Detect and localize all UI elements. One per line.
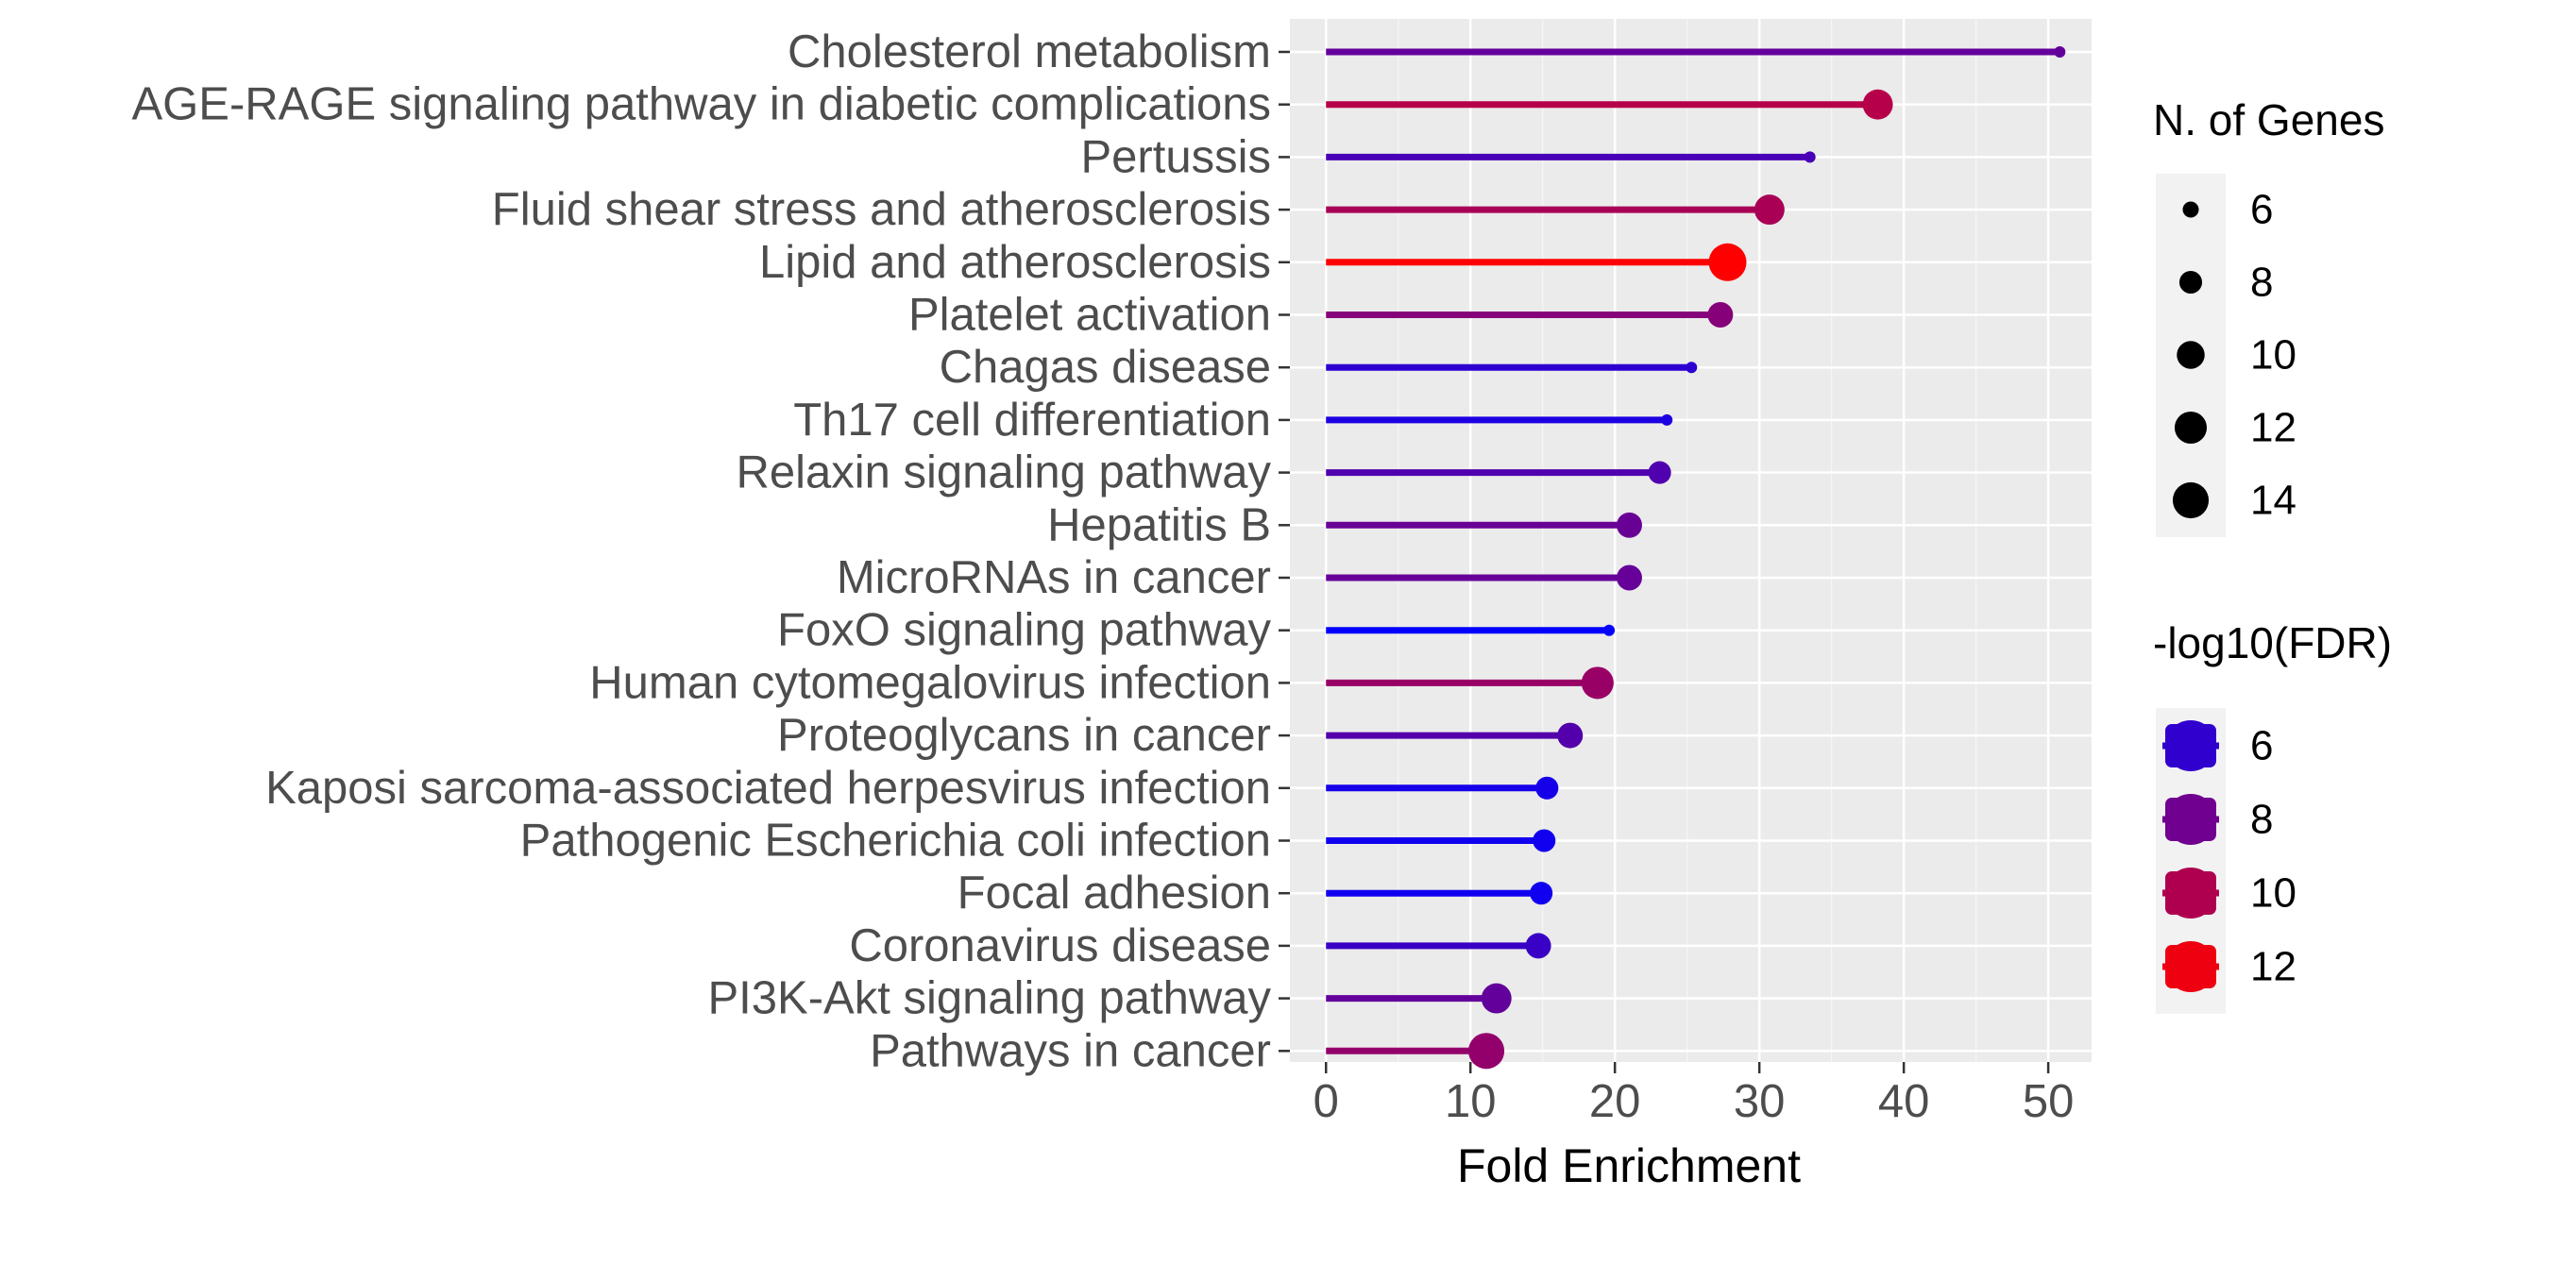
legend-size-label: 12 [2250,405,2296,451]
lollipop-dot [1581,666,1614,699]
x-axis-title: Fold Enrichment [1457,1139,1801,1192]
x-tick-label: 40 [1878,1076,1930,1127]
legend-size-label: 10 [2250,332,2296,379]
legend-size-dot [2177,341,2205,369]
y-axis-label: Human cytomegalovirus infection [589,657,1271,708]
legend-color-dot [2165,941,2216,992]
lollipop-dot [1530,882,1553,905]
lollipop-dot [1686,362,1698,374]
legend-color: -log10(FDR) 6 8 10 12 [2153,618,2392,1014]
y-axis-label: Chagas disease [940,342,1271,393]
y-axis-label: Kaposi sarcoma-associated herpesvirus in… [265,763,1271,814]
x-tick-label: 0 [1313,1076,1339,1127]
lollipop-dot [1535,776,1559,800]
legend-color-dot [2165,720,2216,771]
legend-size: N. of Genes 6 8 10 12 14 [2153,95,2384,537]
x-tick-label: 30 [1734,1076,1786,1127]
y-axis-label: Th17 cell differentiation [793,395,1271,446]
legend-color-dot [2165,868,2216,919]
lollipop-dots [1467,46,2066,1070]
lollipop-dot [1603,624,1616,636]
legend-color-label: 6 [2250,723,2273,769]
x-tick-label: 10 [1445,1076,1497,1127]
legend-size-title: N. of Genes [2153,95,2384,144]
lollipop-dot [1648,461,1671,484]
lollipop-dot [1525,933,1551,959]
legend-size-dot [2172,481,2210,519]
lollipop-dot [1862,89,1893,120]
lollipop-dot [1533,829,1556,852]
legend-color-label: 12 [2250,944,2296,990]
legend-color-title: -log10(FDR) [2153,618,2392,667]
legend-size-label: 6 [2250,187,2273,233]
x-tick-label: 50 [2023,1076,2075,1127]
plot-panel-background [1290,19,2092,1062]
lollipop-dot [1481,983,1512,1014]
lollipop-stems [1326,48,2060,1054]
legend-size-label: 8 [2250,260,2273,306]
legend-size-dot [2174,411,2208,445]
y-axis-label: Proteoglycans in cancer [777,710,1271,761]
legend-size-label: 14 [2250,478,2296,524]
legend-color-dot [2165,794,2216,845]
lollipop-dot [2054,46,2066,58]
lollipop-dot [1617,512,1642,538]
legend-size-dot [2182,201,2199,218]
lollipop-dot [1804,151,1816,163]
y-axis-label: Pertussis [1080,131,1271,182]
y-axis-label: Pathways in cancer [870,1025,1271,1076]
y-axis-label: PI3K-Akt signaling pathway [708,973,1272,1024]
y-axis-label: Relaxin signaling pathway [736,447,1271,498]
y-axis-label: Fluid shear stress and atherosclerosis [492,184,1271,235]
y-axis-label: Platelet activation [908,290,1271,341]
y-axis-label: Focal adhesion [958,868,1271,919]
y-axis-label: Lipid and atherosclerosis [759,237,1271,288]
lollipop-dot [1617,565,1642,591]
lollipop-dot [1708,243,1747,281]
lollipop-dot [1754,194,1785,226]
legend-size-dot [2178,270,2203,295]
y-axis-label: FoxO signaling pathway [777,605,1271,656]
lollipop-dot [1557,722,1584,749]
x-axis: 0 10 20 30 40 50 [1313,1062,2075,1127]
y-axis-label: MicroRNAs in cancer [837,552,1271,603]
lollipop-dot [1467,1033,1505,1070]
legend-color-label: 10 [2250,870,2296,917]
y-axis-label: Coronavirus disease [849,920,1271,971]
x-tick-label: 20 [1589,1076,1641,1127]
lollipop-dot [1707,302,1734,328]
y-axis-label: Pathogenic Escherichia coli infection [520,816,1271,867]
y-axis-label: AGE-RAGE signaling pathway in diabetic c… [131,79,1271,130]
y-axis-label: Hepatitis B [1047,499,1271,550]
lollipop-dot [1661,413,1673,426]
legend-color-label: 8 [2250,797,2273,843]
y-axis-label: Cholesterol metabolism [788,26,1271,77]
